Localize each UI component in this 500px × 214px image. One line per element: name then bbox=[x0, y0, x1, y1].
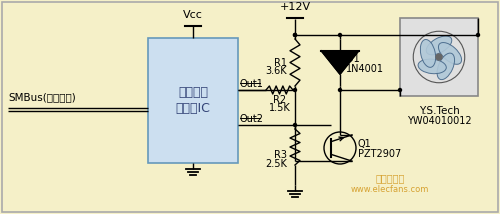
Text: 传感器IC: 传感器IC bbox=[176, 102, 210, 115]
Text: R3: R3 bbox=[274, 150, 287, 160]
Ellipse shape bbox=[420, 40, 436, 67]
Text: SMBus(至控制器): SMBus(至控制器) bbox=[8, 92, 76, 103]
Polygon shape bbox=[321, 51, 359, 74]
Circle shape bbox=[294, 34, 296, 37]
Circle shape bbox=[398, 89, 402, 92]
Text: Out2: Out2 bbox=[240, 114, 264, 124]
Text: 2.5K: 2.5K bbox=[265, 159, 287, 169]
Text: 1.5K: 1.5K bbox=[268, 103, 290, 113]
Text: 电子发烧友: 电子发烧友 bbox=[376, 173, 404, 183]
Text: Q1: Q1 bbox=[358, 139, 372, 149]
Circle shape bbox=[294, 123, 296, 126]
Circle shape bbox=[436, 54, 442, 60]
Text: D1: D1 bbox=[346, 54, 360, 64]
Text: Out1: Out1 bbox=[240, 79, 264, 89]
Text: 3.6K: 3.6K bbox=[266, 67, 287, 76]
Text: Vcc: Vcc bbox=[183, 10, 203, 20]
Ellipse shape bbox=[438, 43, 462, 64]
Circle shape bbox=[294, 89, 296, 92]
Ellipse shape bbox=[426, 36, 452, 55]
Text: R2: R2 bbox=[273, 95, 286, 105]
Text: PZT2907: PZT2907 bbox=[358, 149, 401, 159]
Text: Y.S.Tech: Y.S.Tech bbox=[418, 106, 460, 116]
Bar bbox=[148, 38, 238, 163]
Ellipse shape bbox=[437, 53, 454, 80]
Text: R1: R1 bbox=[274, 58, 287, 67]
Ellipse shape bbox=[418, 59, 446, 74]
Text: 1N4001: 1N4001 bbox=[346, 64, 384, 73]
Circle shape bbox=[338, 34, 342, 37]
Text: www.elecfans.com: www.elecfans.com bbox=[351, 184, 429, 193]
Text: 数字温度: 数字温度 bbox=[178, 86, 208, 99]
Text: YW04010012: YW04010012 bbox=[406, 116, 472, 126]
Circle shape bbox=[338, 89, 342, 92]
Circle shape bbox=[294, 34, 296, 37]
Text: +12V: +12V bbox=[280, 2, 310, 12]
Circle shape bbox=[476, 34, 480, 37]
Bar bbox=[400, 18, 478, 96]
